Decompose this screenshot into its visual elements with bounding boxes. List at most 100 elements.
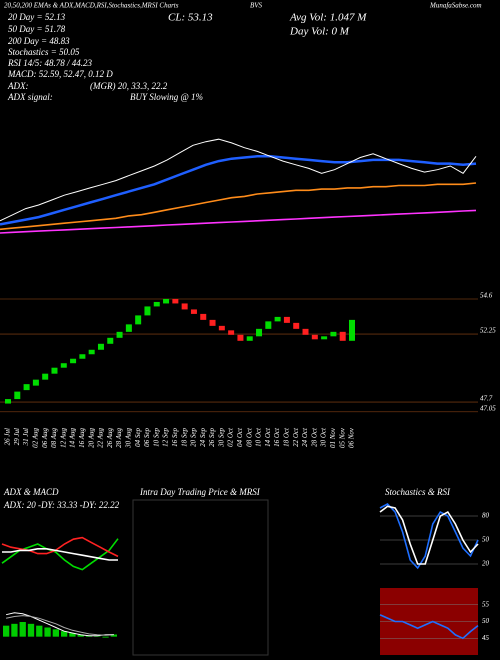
macd-bar <box>11 623 18 637</box>
x-tick-label: 16 Aug <box>78 428 86 448</box>
x-tick-label: 22 Oct <box>292 427 300 447</box>
day-vol: Day Vol: 0 M <box>289 26 350 38</box>
x-tick-label: 04 Sep <box>134 428 142 447</box>
x-tick-label: 05 Nov <box>338 427 346 448</box>
x-tick-label: 10 Sep <box>152 428 160 447</box>
candle <box>330 331 337 337</box>
candle <box>5 399 11 404</box>
x-tick-label: 26 Aug <box>106 428 114 448</box>
x-tick-label: 18 Oct <box>283 427 291 447</box>
x-tick-label: 02 Oct <box>227 427 235 447</box>
site: MunafaSabse.com <box>429 2 482 10</box>
candle <box>321 336 328 340</box>
macd-bar <box>110 634 117 637</box>
candle <box>172 298 179 304</box>
series-line <box>1 538 119 571</box>
macd-bar <box>44 627 51 637</box>
candle <box>70 358 77 364</box>
candle <box>88 349 95 355</box>
candle <box>293 322 300 329</box>
candle <box>283 316 290 323</box>
adx-signal-value: BUY Slowing @ 1% <box>130 92 203 102</box>
candle <box>125 324 132 332</box>
y-tick-label: 54.6 <box>480 292 493 300</box>
candle <box>274 316 281 322</box>
candle <box>107 337 114 344</box>
candle <box>97 343 104 350</box>
panel-title: ADX & MACD <box>3 487 59 497</box>
macd-bar <box>94 636 101 637</box>
x-tick-label: 20 Aug <box>87 428 95 448</box>
series-line <box>379 614 479 640</box>
x-tick-label: 24 Sep <box>199 428 207 447</box>
candle <box>42 373 49 380</box>
x-tick-label: 28 Oct <box>310 427 318 447</box>
x-tick-label: 06 Nov <box>348 427 356 448</box>
candle <box>265 321 272 329</box>
candle <box>144 306 151 316</box>
candle <box>181 303 188 310</box>
ema200: 200 Day = 48.83 <box>8 36 70 46</box>
candle <box>311 334 318 340</box>
x-tick-label: 14 Oct <box>264 427 272 447</box>
adx-signal-label: ADX signal: <box>7 92 53 102</box>
macd: MACD: 52.59, 52.47, 0.12 D <box>7 69 113 79</box>
candle <box>349 319 355 341</box>
x-tick-label: 28 Aug <box>115 428 123 448</box>
candle <box>200 313 207 320</box>
x-tick-label: 08 Aug <box>50 428 58 448</box>
y-tick-label: 80 <box>482 512 490 520</box>
intraday-frame <box>132 499 269 656</box>
candle <box>302 328 309 335</box>
x-tick-label: 14 Aug <box>69 428 77 448</box>
x-tick-label: 30 Sep <box>217 428 225 448</box>
macd-bar <box>19 622 26 637</box>
adx-label: ADX: <box>7 81 29 91</box>
macd-bar <box>69 633 76 637</box>
x-tick-label: 30 Aug <box>124 428 132 449</box>
x-tick-label: 06 Aug <box>41 428 49 448</box>
panel-title: Intra Day Trading Price & MRSI <box>139 487 261 497</box>
y-tick-label: 50 <box>482 536 490 544</box>
x-tick-label: 20 Sep <box>190 428 198 447</box>
candle <box>218 325 225 331</box>
candle <box>190 309 197 314</box>
candle <box>339 331 346 341</box>
ema50: 50 Day = 51.78 <box>8 24 66 34</box>
y-tick-label: 47.05 <box>480 404 496 412</box>
candle <box>256 328 263 337</box>
macd-bar <box>102 636 109 638</box>
x-tick-label: 04 Oct <box>236 427 244 447</box>
candle <box>51 367 58 374</box>
candle <box>23 384 30 391</box>
x-tick-label: 30 Oct <box>320 427 328 448</box>
series-line <box>379 505 479 565</box>
x-tick-label: 16 Sep <box>171 428 179 447</box>
x-tick-label: 01 Nov <box>329 427 337 448</box>
candle <box>163 298 170 304</box>
macd-bar <box>3 625 10 637</box>
macd-bar <box>77 634 84 637</box>
series-line <box>0 138 477 222</box>
candle <box>246 336 253 341</box>
macd-bar <box>61 631 68 637</box>
x-tick-label: 02 Aug <box>32 428 40 448</box>
x-tick-label: 31 Jul <box>22 428 30 446</box>
y-tick-label: 52.25 <box>480 327 496 335</box>
candle <box>228 330 235 335</box>
series-line <box>2 547 118 561</box>
y-tick-label: 47.7 <box>480 395 493 403</box>
series-line <box>0 155 477 226</box>
x-tick-label: 10 Oct <box>255 427 263 447</box>
candle <box>209 319 216 326</box>
x-tick-label: 12 Sep <box>162 428 170 447</box>
ema20: 20 Day = 52.13 <box>8 12 66 22</box>
candle <box>135 315 142 325</box>
x-tick-label: 16 Oct <box>273 427 281 447</box>
panel-title: Stochastics & RSI <box>385 487 451 497</box>
candle <box>32 379 39 386</box>
x-tick-label: 24 Oct <box>301 427 309 447</box>
y-tick-label: 45 <box>482 634 490 642</box>
